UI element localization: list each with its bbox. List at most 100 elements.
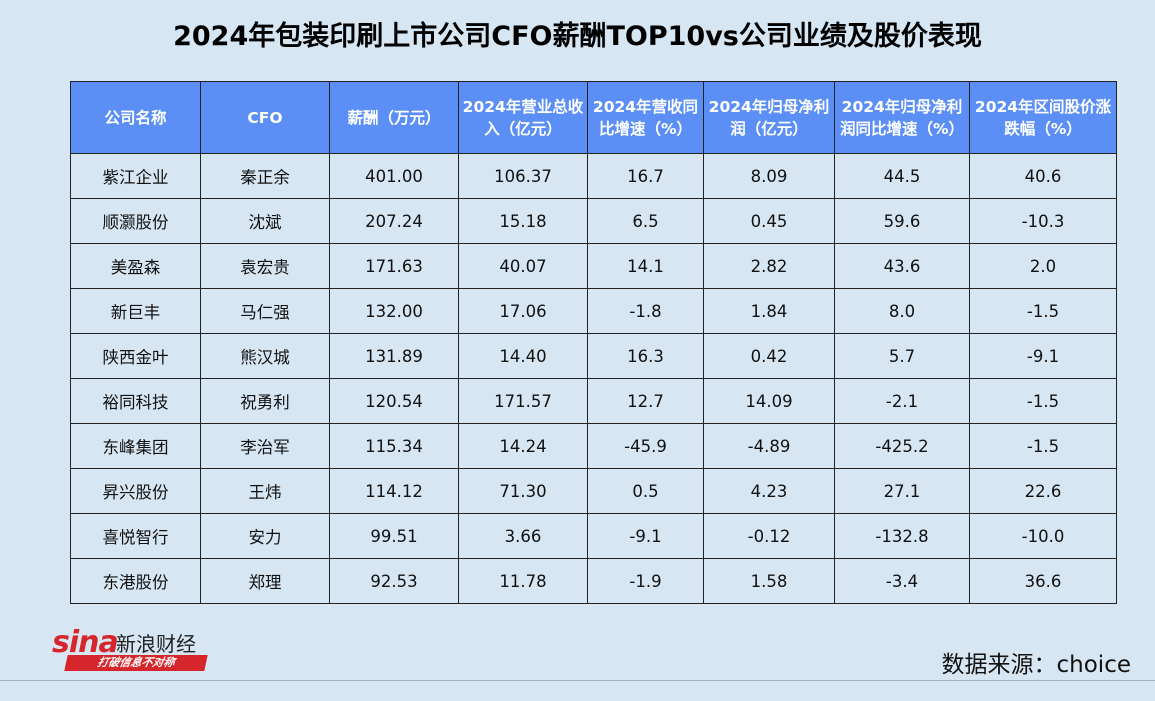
table-cell: 裕同科技: [70, 378, 201, 424]
table-cell: 16.3: [587, 333, 704, 379]
table-cell: 0.45: [703, 198, 835, 244]
table-cell: 207.24: [329, 198, 459, 244]
table-cell: 44.5: [834, 153, 970, 199]
table-cell: 袁宏贵: [200, 243, 330, 289]
table-cell: 安力: [200, 513, 330, 559]
table-cell: 14.1: [587, 243, 704, 289]
table-cell: 22.6: [969, 468, 1117, 514]
table-cell: 东峰集团: [70, 423, 201, 469]
table-cell: -425.2: [834, 423, 970, 469]
table-cell: 16.7: [587, 153, 704, 199]
table-cell: 106.37: [458, 153, 588, 199]
table-cell: 昇兴股份: [70, 468, 201, 514]
column-header: 薪酬（万元）: [329, 81, 459, 154]
table-cell: 2.82: [703, 243, 835, 289]
table-row: 东港股份 郑理 92.53 11.78 -1.9 1.58 -3.4 36.6: [70, 558, 1117, 604]
table-row: 昇兴股份 王炜 114.12 71.30 0.5 4.23 27.1 22.6: [70, 468, 1117, 514]
table-cell: 郑理: [200, 558, 330, 604]
table-row: 新巨丰 马仁强 132.00 17.06 -1.8 1.84 8.0 -1.5: [70, 288, 1117, 334]
table-cell: 115.34: [329, 423, 459, 469]
table-cell: 0.42: [703, 333, 835, 379]
table-cell: 401.00: [329, 153, 459, 199]
table-cell: 3.66: [458, 513, 588, 559]
table-cell: 92.53: [329, 558, 459, 604]
column-header: 2024年归母净利润（亿元）: [703, 81, 835, 154]
table-cell: 14.40: [458, 333, 588, 379]
column-header: 2024年归母净利润同比增速（%）: [834, 81, 970, 154]
table-cell: 紫江企业: [70, 153, 201, 199]
table-cell: 120.54: [329, 378, 459, 424]
table-cell: 14.09: [703, 378, 835, 424]
table-cell: -132.8: [834, 513, 970, 559]
table-row: 东峰集团 李治军 115.34 14.24 -45.9 -4.89 -425.2 -1.5: [70, 423, 1117, 469]
table-cell: 12.7: [587, 378, 704, 424]
table-cell: 131.89: [329, 333, 459, 379]
table-cell: 顺灏股份: [70, 198, 201, 244]
table-cell: 99.51: [329, 513, 459, 559]
logo-brand: sina: [52, 625, 119, 660]
table-cell: 熊汉城: [200, 333, 330, 379]
table-cell: -1.5: [969, 378, 1117, 424]
table-cell: 171.57: [458, 378, 588, 424]
table-cell: 1.84: [703, 288, 835, 334]
table-cell: 27.1: [834, 468, 970, 514]
chart-title: 2024年包装印刷上市公司CFO薪酬TOP10vs公司业绩及股价表现: [173, 21, 982, 52]
table-cell: -1.8: [587, 288, 704, 334]
table-cell: -3.4: [834, 558, 970, 604]
table-row: 喜悦智行 安力 99.51 3.66 -9.1 -0.12 -132.8 -10.0: [70, 513, 1117, 559]
column-header: 2024年营业总收入（亿元）: [458, 81, 588, 154]
table-cell: -10.0: [969, 513, 1117, 559]
column-header: 2024年营收同比增速（%）: [587, 81, 704, 154]
table-row: 顺灏股份 沈斌 207.24 15.18 6.5 0.45 59.6 -10.3: [70, 198, 1117, 244]
table-cell: 6.5: [587, 198, 704, 244]
table-cell: 43.6: [834, 243, 970, 289]
data-source: 数据来源：choice: [941, 652, 1131, 678]
column-header: 2024年区间股价涨跌幅（%）: [969, 81, 1117, 154]
table-cell: 新巨丰: [70, 288, 201, 334]
table-cell: 王炜: [200, 468, 330, 514]
table-cell: 17.06: [458, 288, 588, 334]
table-cell: 陕西金叶: [70, 333, 201, 379]
table-row: 陕西金叶 熊汉城 131.89 14.40 16.3 0.42 5.7 -9.1: [70, 333, 1117, 379]
table-cell: 36.6: [969, 558, 1117, 604]
logo-brand-cn: 新浪财经: [116, 632, 196, 656]
table-cell: 40.07: [458, 243, 588, 289]
table-cell: 祝勇利: [200, 378, 330, 424]
table-cell: 2.0: [969, 243, 1117, 289]
header-row: 公司名称 CFO 薪酬（万元） 2024年营业总收入（亿元） 2024年营收同比增速（%…: [70, 81, 1117, 154]
table-row: 裕同科技 祝勇利 120.54 171.57 12.7 14.09 -2.1 -1.5: [70, 378, 1117, 424]
table-cell: -0.12: [703, 513, 835, 559]
column-header: CFO: [200, 81, 330, 154]
bottom-divider: [0, 680, 1155, 681]
table-cell: 171.63: [329, 243, 459, 289]
column-header: 公司名称: [70, 81, 201, 154]
table-cell: 5.7: [834, 333, 970, 379]
table-cell: -1.5: [969, 423, 1117, 469]
table-cell: -4.89: [703, 423, 835, 469]
table-cell: 59.6: [834, 198, 970, 244]
table-cell: 132.00: [329, 288, 459, 334]
table-cell: 0.5: [587, 468, 704, 514]
data-table: 公司名称 CFO 薪酬（万元） 2024年营业总收入（亿元） 2024年营收同比增速（%…: [70, 81, 1117, 604]
table-cell: 8.09: [703, 153, 835, 199]
table-cell: -2.1: [834, 378, 970, 424]
logo-tagline: 打破信息不对称: [64, 655, 208, 671]
table-cell: 40.6: [969, 153, 1117, 199]
table-cell: 8.0: [834, 288, 970, 334]
table-cell: 喜悦智行: [70, 513, 201, 559]
table-cell: -1.9: [587, 558, 704, 604]
sina-finance-logo: sina 新浪财经 打破信息不对称: [52, 625, 212, 673]
table-cell: 11.78: [458, 558, 588, 604]
table-row: 美盈森 袁宏贵 171.63 40.07 14.1 2.82 43.6 2.0: [70, 243, 1117, 289]
table-header: 公司名称 CFO 薪酬（万元） 2024年营业总收入（亿元） 2024年营收同比增速（%…: [70, 81, 1117, 154]
table-cell: -9.1: [969, 333, 1117, 379]
table-cell: 秦正余: [200, 153, 330, 199]
table-cell: -9.1: [587, 513, 704, 559]
table-cell: 15.18: [458, 198, 588, 244]
table-cell: 东港股份: [70, 558, 201, 604]
table-cell: 美盈森: [70, 243, 201, 289]
table-body: 紫江企业 秦正余 401.00 106.37 16.7 8.09 44.5 40.6 顺灏股份沈…: [70, 153, 1117, 604]
table-cell: 114.12: [329, 468, 459, 514]
table-cell: 71.30: [458, 468, 588, 514]
table-cell: 1.58: [703, 558, 835, 604]
